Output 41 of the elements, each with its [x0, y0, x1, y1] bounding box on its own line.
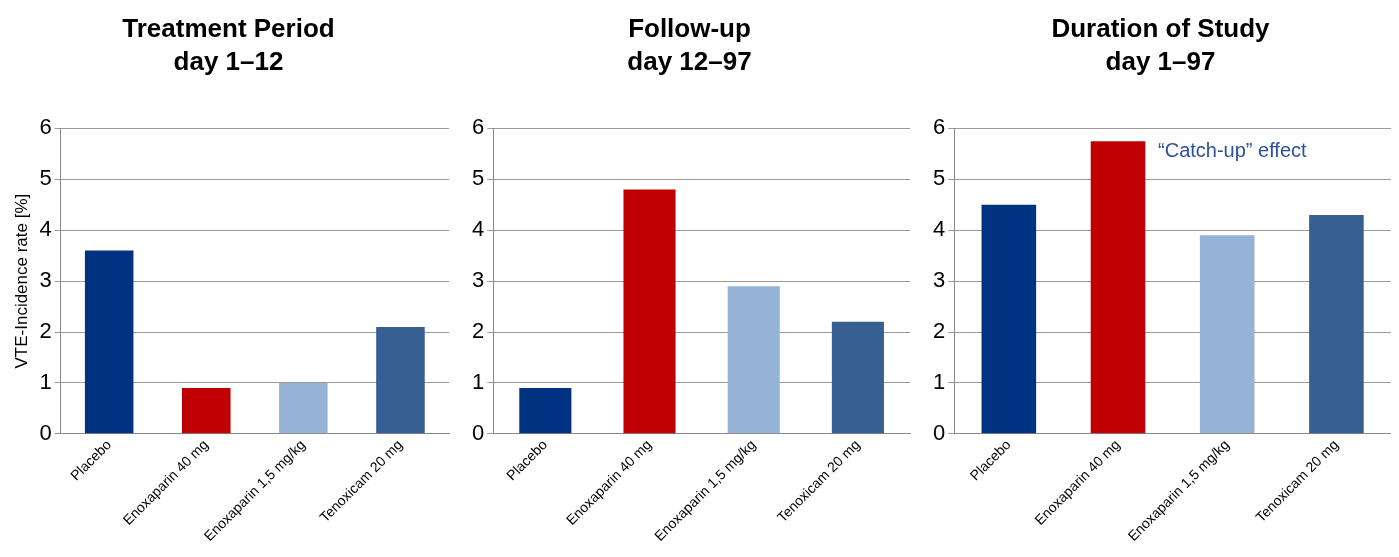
- y-tick-label: 6: [471, 114, 485, 140]
- bar: [1090, 141, 1146, 434]
- y-tick-label: 4: [471, 216, 485, 242]
- chart-title: Follow-up: [628, 12, 751, 43]
- y-tick-label: 3: [39, 267, 52, 293]
- y-tick-label: 0: [471, 419, 485, 445]
- bar: [519, 388, 572, 434]
- y-tick-label: 5: [471, 165, 485, 191]
- bar: [981, 204, 1037, 434]
- y-tick-label: 0: [932, 419, 946, 445]
- y-tick-label: 3: [471, 267, 485, 293]
- y-tick-label: 2: [39, 318, 52, 344]
- annotation: “Catch-up” effect: [1158, 138, 1308, 161]
- bar: [376, 326, 425, 434]
- chart-subtitle: day 12–97: [627, 45, 752, 76]
- y-axis-title: VTE-Incidence rate [%]: [11, 193, 31, 369]
- bar: [1199, 235, 1255, 434]
- bar: [182, 388, 231, 434]
- y-tick-label: 5: [932, 165, 946, 191]
- y-tick-label: 1: [39, 368, 52, 394]
- bar: [279, 382, 328, 434]
- chart-subtitle: day 1–97: [1105, 45, 1216, 76]
- y-tick-label: 4: [39, 216, 52, 242]
- bar: [623, 189, 676, 434]
- y-tick-label: 2: [932, 318, 946, 344]
- y-tick-label: 3: [932, 267, 946, 293]
- chart-subtitle: day 1–12: [173, 45, 284, 76]
- y-tick-label: 5: [39, 165, 52, 191]
- bar: [831, 321, 884, 434]
- y-tick-label: 2: [471, 318, 485, 344]
- y-tick-label: 0: [39, 419, 52, 445]
- y-tick-label: 6: [932, 114, 946, 140]
- y-tick-label: 4: [932, 216, 946, 242]
- y-tick-label: 6: [39, 114, 52, 140]
- chart-title: Treatment Period: [122, 12, 335, 43]
- bar: [727, 286, 780, 434]
- bar: [84, 250, 134, 434]
- y-tick-label: 1: [932, 368, 946, 394]
- bar: [1309, 214, 1364, 434]
- y-tick-label: 1: [471, 368, 485, 394]
- chart-title: Duration of Study: [1051, 12, 1271, 43]
